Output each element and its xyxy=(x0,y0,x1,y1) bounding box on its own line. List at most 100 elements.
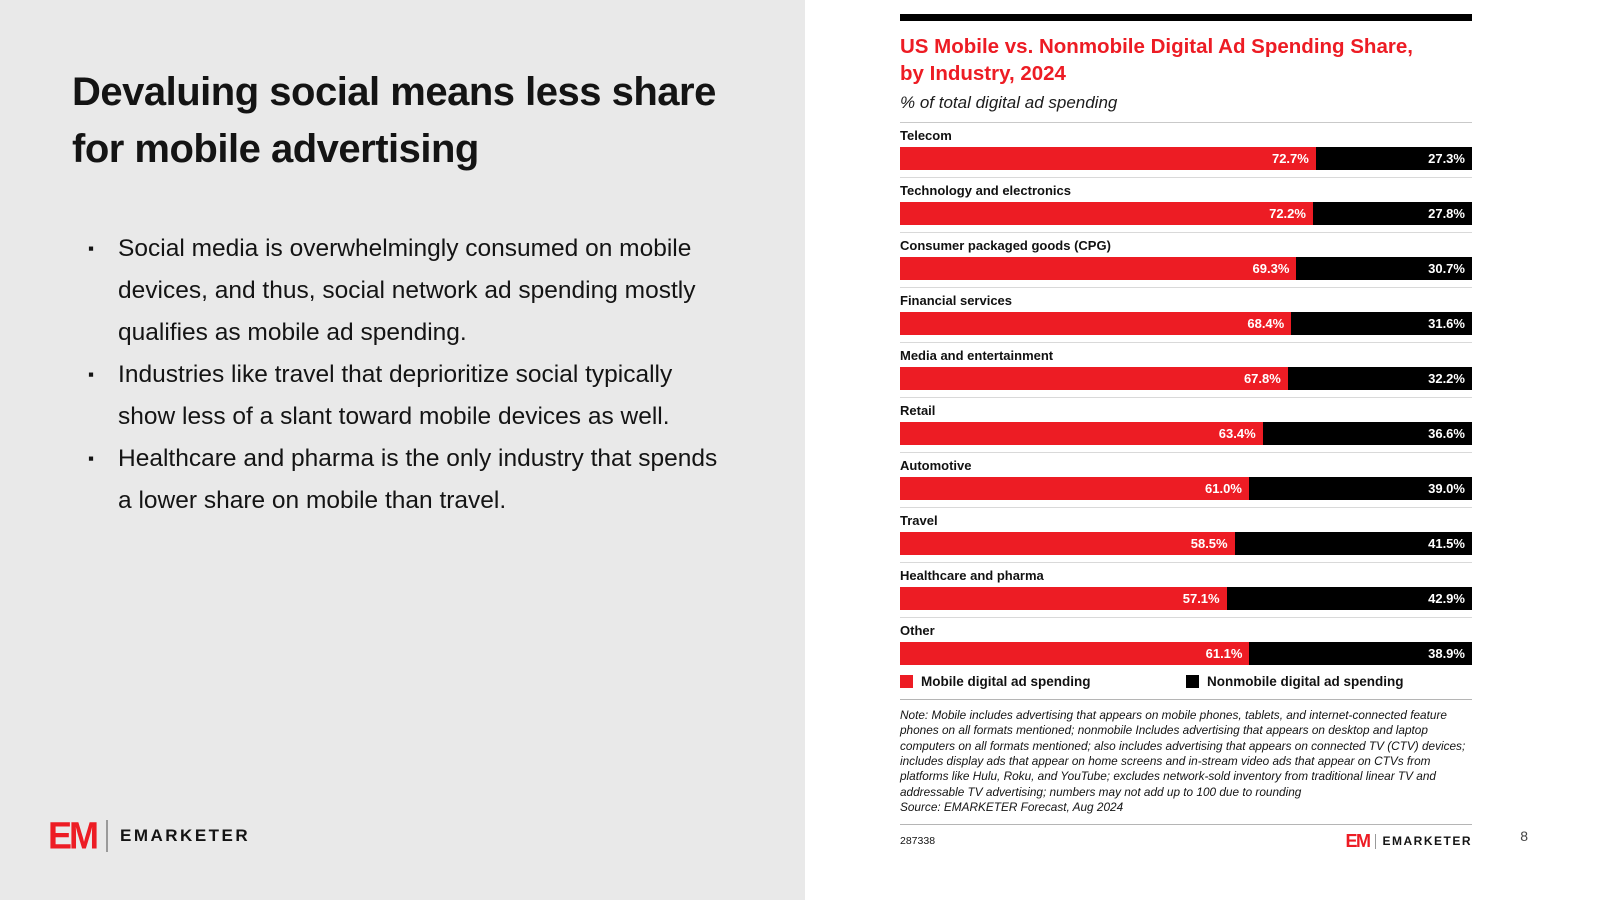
legend-swatch-mobile xyxy=(900,675,913,689)
emarketer-logo-icon: EM xyxy=(1345,831,1371,852)
bullet-item: ▪ Healthcare and pharma is the only indu… xyxy=(88,438,728,522)
chart-row: Technology and electronics 72.2% 27.8% xyxy=(900,177,1472,226)
bar-value-nonmobile: 38.9% xyxy=(1428,646,1465,662)
brand-footer: EM EMARKETER xyxy=(48,813,250,857)
bar-category-label: Retail xyxy=(900,403,936,419)
bar-value-mobile: 63.4% xyxy=(1218,426,1256,442)
bar-segment-mobile: 57.1% xyxy=(900,587,1227,611)
bar-value-nonmobile: 32.2% xyxy=(1428,371,1465,387)
legend-label-nonmobile: Nonmobile digital ad spending xyxy=(1207,674,1404,690)
bar-segment-nonmobile: 38.9% xyxy=(1249,642,1472,666)
bar-value-mobile: 61.1% xyxy=(1205,646,1243,662)
chart-row: Consumer packaged goods (CPG) 69.3% 30.7% xyxy=(900,232,1472,281)
bar-value-nonmobile: 41.5% xyxy=(1428,536,1465,552)
bullet-square-icon: ▪ xyxy=(88,448,95,468)
stacked-bar: 61.0% 39.0% xyxy=(900,477,1472,501)
right-panel: US Mobile vs. Nonmobile Digital Ad Spend… xyxy=(805,0,1600,900)
bar-segment-mobile: 72.2% xyxy=(900,202,1313,226)
chart-row: Healthcare and pharma 57.1% 42.9% xyxy=(900,562,1472,611)
bar-value-mobile: 57.1% xyxy=(1182,591,1220,607)
chart-rows: Telecom 72.7% 27.3% Technology and electron… xyxy=(900,123,1472,666)
chart-footer: 287338 EM EMARKETER xyxy=(900,824,1472,850)
bar-category-label: Financial services xyxy=(900,293,1013,309)
bar-value-nonmobile: 27.3% xyxy=(1428,151,1465,167)
bar-segment-mobile: 67.8% xyxy=(900,367,1288,391)
emarketer-logo-icon: EM xyxy=(48,813,99,857)
bar-segment-nonmobile: 36.6% xyxy=(1262,422,1472,446)
footer-logo-divider xyxy=(1375,833,1377,849)
bar-value-mobile: 69.3% xyxy=(1252,261,1290,277)
bar-segment-mobile: 63.4% xyxy=(900,422,1263,446)
chart-row: Travel 58.5% 41.5% xyxy=(900,507,1472,556)
stacked-bar: 69.3% 30.7% xyxy=(900,257,1472,281)
chart-row: Financial services 68.4% 31.6% xyxy=(900,287,1472,336)
bar-value-nonmobile: 30.7% xyxy=(1428,261,1465,277)
bullet-text: Healthcare and pharma is the only indust… xyxy=(118,444,718,514)
bar-value-nonmobile: 27.8% xyxy=(1428,206,1465,222)
stacked-bar: 72.7% 27.3% xyxy=(900,147,1472,171)
chart-id: 287338 xyxy=(900,835,936,848)
bar-segment-nonmobile: 42.9% xyxy=(1226,587,1472,611)
page-number: 8 xyxy=(1520,828,1528,844)
bar-segment-mobile: 72.7% xyxy=(900,147,1316,171)
bar-segment-nonmobile: 27.8% xyxy=(1312,202,1472,226)
stacked-bar: 63.4% 36.6% xyxy=(900,422,1472,446)
stacked-bar: 57.1% 42.9% xyxy=(900,587,1472,611)
bullet-list: ▪ Social media is overwhelmingly consume… xyxy=(88,228,728,522)
stacked-bar: 67.8% 32.2% xyxy=(900,367,1472,391)
bar-value-mobile: 72.7% xyxy=(1271,151,1309,167)
bar-category-label: Media and entertainment xyxy=(900,348,1054,364)
bar-category-label: Travel xyxy=(900,513,938,529)
legend-swatch-nonmobile xyxy=(1186,675,1199,689)
bar-segment-mobile: 61.0% xyxy=(900,477,1249,501)
bar-category-label: Technology and electronics xyxy=(900,183,1071,199)
bar-segment-mobile: 58.5% xyxy=(900,532,1235,556)
chart-row: Media and entertainment 67.8% 32.2% xyxy=(900,342,1472,391)
footer-logo-name: EMARKETER xyxy=(1382,834,1472,849)
bar-segment-mobile: 69.3% xyxy=(900,257,1297,281)
left-panel: Devaluing social means less share for mo… xyxy=(0,0,805,900)
bullet-text: Social media is overwhelmingly consumed … xyxy=(118,234,696,346)
chart-note-block: Note: Mobile includes advertising that a… xyxy=(900,699,1472,815)
bar-segment-nonmobile: 30.7% xyxy=(1296,257,1472,281)
bar-value-mobile: 61.0% xyxy=(1205,481,1242,497)
chart-note: Note: Mobile includes advertising that a… xyxy=(900,708,1466,799)
bar-value-mobile: 58.5% xyxy=(1190,536,1228,552)
chart-legend: Mobile digital ad spending Nonmobile dig… xyxy=(900,674,1472,699)
stacked-bar: 61.1% 38.9% xyxy=(900,642,1472,666)
stacked-bar: 58.5% 41.5% xyxy=(900,532,1472,556)
chart-top-rule xyxy=(900,14,1472,21)
bar-value-mobile: 67.8% xyxy=(1243,371,1281,387)
bar-value-nonmobile: 36.6% xyxy=(1428,426,1465,442)
bar-value-nonmobile: 31.6% xyxy=(1428,316,1465,332)
bar-value-mobile: 72.2% xyxy=(1269,206,1306,222)
brand-divider xyxy=(106,820,108,852)
bar-segment-mobile: 68.4% xyxy=(900,312,1292,336)
bar-segment-nonmobile: 27.3% xyxy=(1315,147,1472,171)
chart: US Mobile vs. Nonmobile Digital Ad Spend… xyxy=(900,14,1472,850)
bar-value-nonmobile: 42.9% xyxy=(1428,591,1465,607)
stacked-bar: 68.4% 31.6% xyxy=(900,312,1472,336)
bullet-text: Industries like travel that deprioritize… xyxy=(118,360,673,430)
bar-segment-mobile: 61.1% xyxy=(900,642,1250,666)
bar-value-mobile: 68.4% xyxy=(1247,316,1285,332)
chart-row: Telecom 72.7% 27.3% xyxy=(900,123,1472,171)
bullet-square-icon: ▪ xyxy=(88,364,95,384)
bar-value-nonmobile: 39.0% xyxy=(1428,481,1465,497)
slide-title: Devaluing social means less share for mo… xyxy=(72,70,716,171)
bullet-square-icon: ▪ xyxy=(88,238,95,258)
bar-category-label: Automotive xyxy=(900,458,972,474)
chart-row: Retail 63.4% 36.6% xyxy=(900,397,1472,446)
stacked-bar: 72.2% 27.8% xyxy=(900,202,1472,226)
bullet-item: ▪ Industries like travel that deprioriti… xyxy=(88,354,728,438)
chart-row: Automotive 61.0% 39.0% xyxy=(900,452,1472,501)
bar-segment-nonmobile: 39.0% xyxy=(1248,477,1472,501)
bar-category-label: Other xyxy=(900,623,935,639)
bar-category-label: Telecom xyxy=(900,128,952,144)
chart-source: Source: EMARKETER Forecast, Aug 2024 xyxy=(900,800,1124,815)
chart-subtitle: % of total digital ad spending xyxy=(900,93,1472,124)
legend-label-mobile: Mobile digital ad spending xyxy=(921,674,1091,690)
bar-segment-nonmobile: 32.2% xyxy=(1287,367,1472,391)
chart-title: US Mobile vs. Nonmobile Digital Ad Spend… xyxy=(900,35,1413,86)
